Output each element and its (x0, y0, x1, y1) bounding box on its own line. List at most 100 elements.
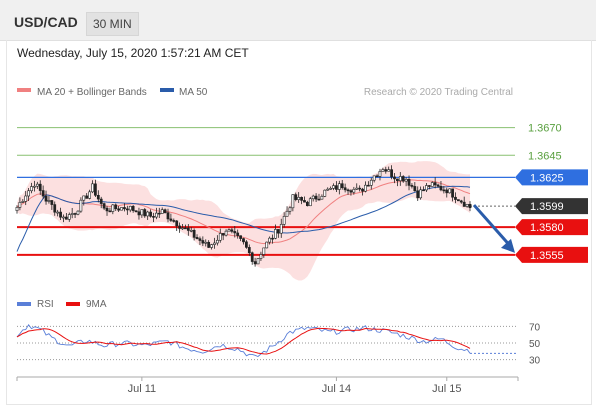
candle (265, 241, 269, 249)
symbol-label: USD/CAD (14, 14, 78, 30)
candle (279, 218, 283, 238)
candle-body (18, 202, 22, 208)
legend-swatch-rsi (17, 302, 31, 306)
candle (189, 226, 193, 233)
candle-body (44, 195, 48, 202)
candle (340, 179, 344, 190)
candle-body (410, 185, 414, 187)
candle-body (323, 189, 327, 197)
candle (459, 199, 463, 204)
candle (155, 207, 158, 220)
candle (430, 181, 434, 187)
candle-body (358, 187, 362, 190)
candle (15, 205, 19, 214)
candle (250, 251, 254, 265)
timeframe-badge[interactable]: 30 MIN (86, 12, 139, 36)
candle-body (314, 195, 318, 200)
candle-body (160, 209, 164, 214)
candle (297, 192, 301, 203)
candle-body (94, 183, 97, 196)
candle-body (62, 216, 65, 219)
candle (332, 183, 335, 191)
legend-label-ma20: MA 20 + Bollinger Bands (37, 87, 147, 98)
candle-body (326, 188, 330, 191)
candle (59, 207, 62, 221)
candle-body (265, 241, 269, 249)
candle (236, 229, 240, 239)
candle-body (416, 190, 420, 199)
candle-body (427, 185, 431, 187)
candle (117, 205, 121, 212)
candle (259, 251, 263, 262)
candle (346, 188, 350, 195)
rsi-level-label: 50 (529, 339, 541, 350)
candle (349, 189, 353, 196)
candle-body (76, 210, 80, 215)
candle (91, 180, 94, 194)
candle-body (218, 233, 222, 241)
candle (245, 240, 248, 249)
candle (62, 214, 65, 223)
candle-body (233, 231, 237, 234)
candle (396, 178, 399, 187)
candle (99, 196, 103, 209)
candle (221, 232, 225, 241)
candle-body (390, 169, 393, 178)
candle (134, 210, 138, 213)
candle-body (146, 211, 150, 217)
candle (335, 181, 338, 193)
candle (123, 203, 126, 212)
candle-body (401, 176, 405, 182)
candle-body (297, 197, 301, 200)
candle (88, 189, 91, 200)
candle-body (178, 225, 181, 229)
candle (253, 257, 257, 267)
chart-frame (6, 40, 592, 405)
candle (326, 187, 330, 191)
candle (398, 172, 402, 186)
candle-body (27, 190, 30, 197)
candle-body (215, 239, 219, 244)
candle-body (433, 182, 437, 186)
candle (186, 224, 190, 236)
candle-body (468, 203, 472, 209)
candle (94, 179, 97, 197)
candle (416, 186, 420, 201)
candle (152, 212, 155, 222)
candle (67, 212, 71, 222)
legend-label-ma50: MA 50 (179, 87, 208, 98)
candle (195, 234, 199, 240)
candle-body (361, 188, 364, 192)
candle-body (123, 207, 126, 210)
candle-body (445, 189, 449, 194)
candle (410, 183, 414, 189)
candle (378, 168, 382, 181)
candle (169, 213, 173, 222)
candle-body (108, 210, 112, 213)
candle-body (282, 216, 286, 225)
candle (276, 229, 280, 238)
support-level-label: 1.3580 (530, 222, 564, 234)
candle-body (125, 208, 129, 211)
candle (468, 201, 472, 212)
candle (419, 186, 423, 200)
candle-body (102, 203, 106, 209)
candle-body (462, 201, 466, 207)
candle-body (175, 220, 179, 227)
candle (393, 173, 396, 184)
candle-body (329, 188, 332, 190)
candle-body (369, 179, 373, 186)
candle-body (186, 227, 190, 231)
candle (422, 186, 425, 192)
candle (207, 240, 211, 248)
candle-body (457, 199, 460, 202)
candle-body (372, 175, 376, 181)
candle-body (311, 195, 315, 200)
candle (433, 177, 437, 189)
legend-swatch-ma20 (17, 88, 31, 92)
candle-body (33, 185, 36, 188)
candle-body (143, 209, 147, 217)
candle (375, 174, 379, 178)
candle-body (169, 218, 173, 221)
candle (364, 181, 367, 193)
